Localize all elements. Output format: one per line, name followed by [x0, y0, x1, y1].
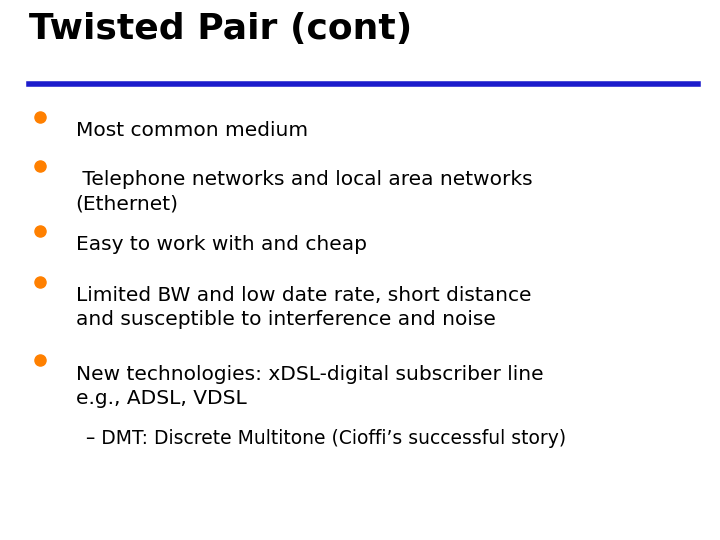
Text: Easy to work with and cheap: Easy to work with and cheap — [76, 235, 366, 254]
Text: – DMT: Discrete Multitone (Cioffi’s successful story): – DMT: Discrete Multitone (Cioffi’s succ… — [86, 429, 567, 448]
Text: New technologies: xDSL-digital subscriber line
e.g., ADSL, VDSL: New technologies: xDSL-digital subscribe… — [76, 364, 543, 408]
Text: Twisted Pair (cont): Twisted Pair (cont) — [29, 12, 412, 46]
Text: Most common medium: Most common medium — [76, 122, 307, 140]
Text: Telephone networks and local area networks
(Ethernet): Telephone networks and local area networ… — [76, 170, 532, 213]
Text: Limited BW and low date rate, short distance
and susceptible to interference and: Limited BW and low date rate, short dist… — [76, 286, 531, 329]
